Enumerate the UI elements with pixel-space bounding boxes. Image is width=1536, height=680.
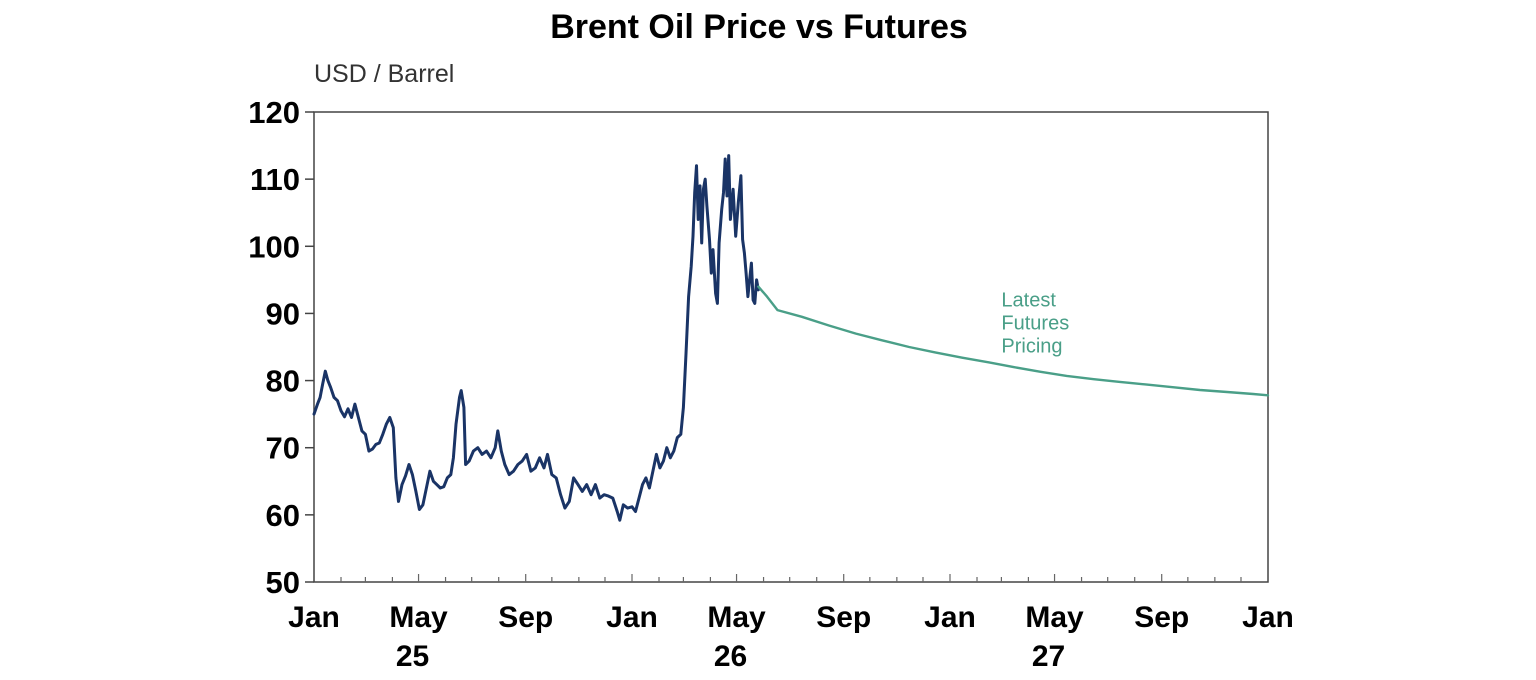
y-tick-label: 80 <box>266 364 300 399</box>
x-tick-label: Sep <box>498 601 553 634</box>
y-axis: 50 60 70 80 90 100 110 120 <box>248 95 314 600</box>
x-tick-label: May <box>1025 601 1084 634</box>
y-tick-label: 110 <box>250 162 300 197</box>
futures-annotation-line: Latest <box>1001 290 1056 312</box>
x-axis: Jan May Sep Jan May Sep Jan May Sep Jan 25 26 27 <box>288 574 1294 673</box>
futures-pricing-line <box>757 285 1270 397</box>
y-tick-label: 50 <box>266 565 300 600</box>
futures-annotation-line: Futures <box>1001 313 1069 335</box>
y-tick-label: 70 <box>266 431 300 466</box>
futures-annotation-line: Pricing <box>1001 336 1062 358</box>
y-tick-label: 90 <box>266 296 300 331</box>
x-year-label: 25 <box>396 640 429 673</box>
series-layer <box>312 154 1270 522</box>
x-tick-label: Jan <box>1242 601 1294 634</box>
x-tick-label: May <box>389 601 448 634</box>
x-tick-label: Sep <box>1134 601 1189 634</box>
y-tick-label: 100 <box>248 229 300 264</box>
y-tick-label: 60 <box>266 498 300 533</box>
plot-area-frame <box>313 111 1269 583</box>
x-tick-label: May <box>707 601 766 634</box>
brent-price-line <box>312 154 760 522</box>
x-tick-label: Jan <box>288 601 340 634</box>
y-axis-unit-label: USD / Barrel <box>314 60 455 88</box>
x-tick-label: Sep <box>816 601 871 634</box>
y-tick-label: 120 <box>248 95 300 130</box>
x-year-label: 26 <box>714 640 747 673</box>
x-tick-label: Jan <box>606 601 658 634</box>
x-year-label: 27 <box>1032 640 1065 673</box>
x-tick-label: Jan <box>924 601 976 634</box>
chart-title: Brent Oil Price vs Futures <box>550 8 968 46</box>
